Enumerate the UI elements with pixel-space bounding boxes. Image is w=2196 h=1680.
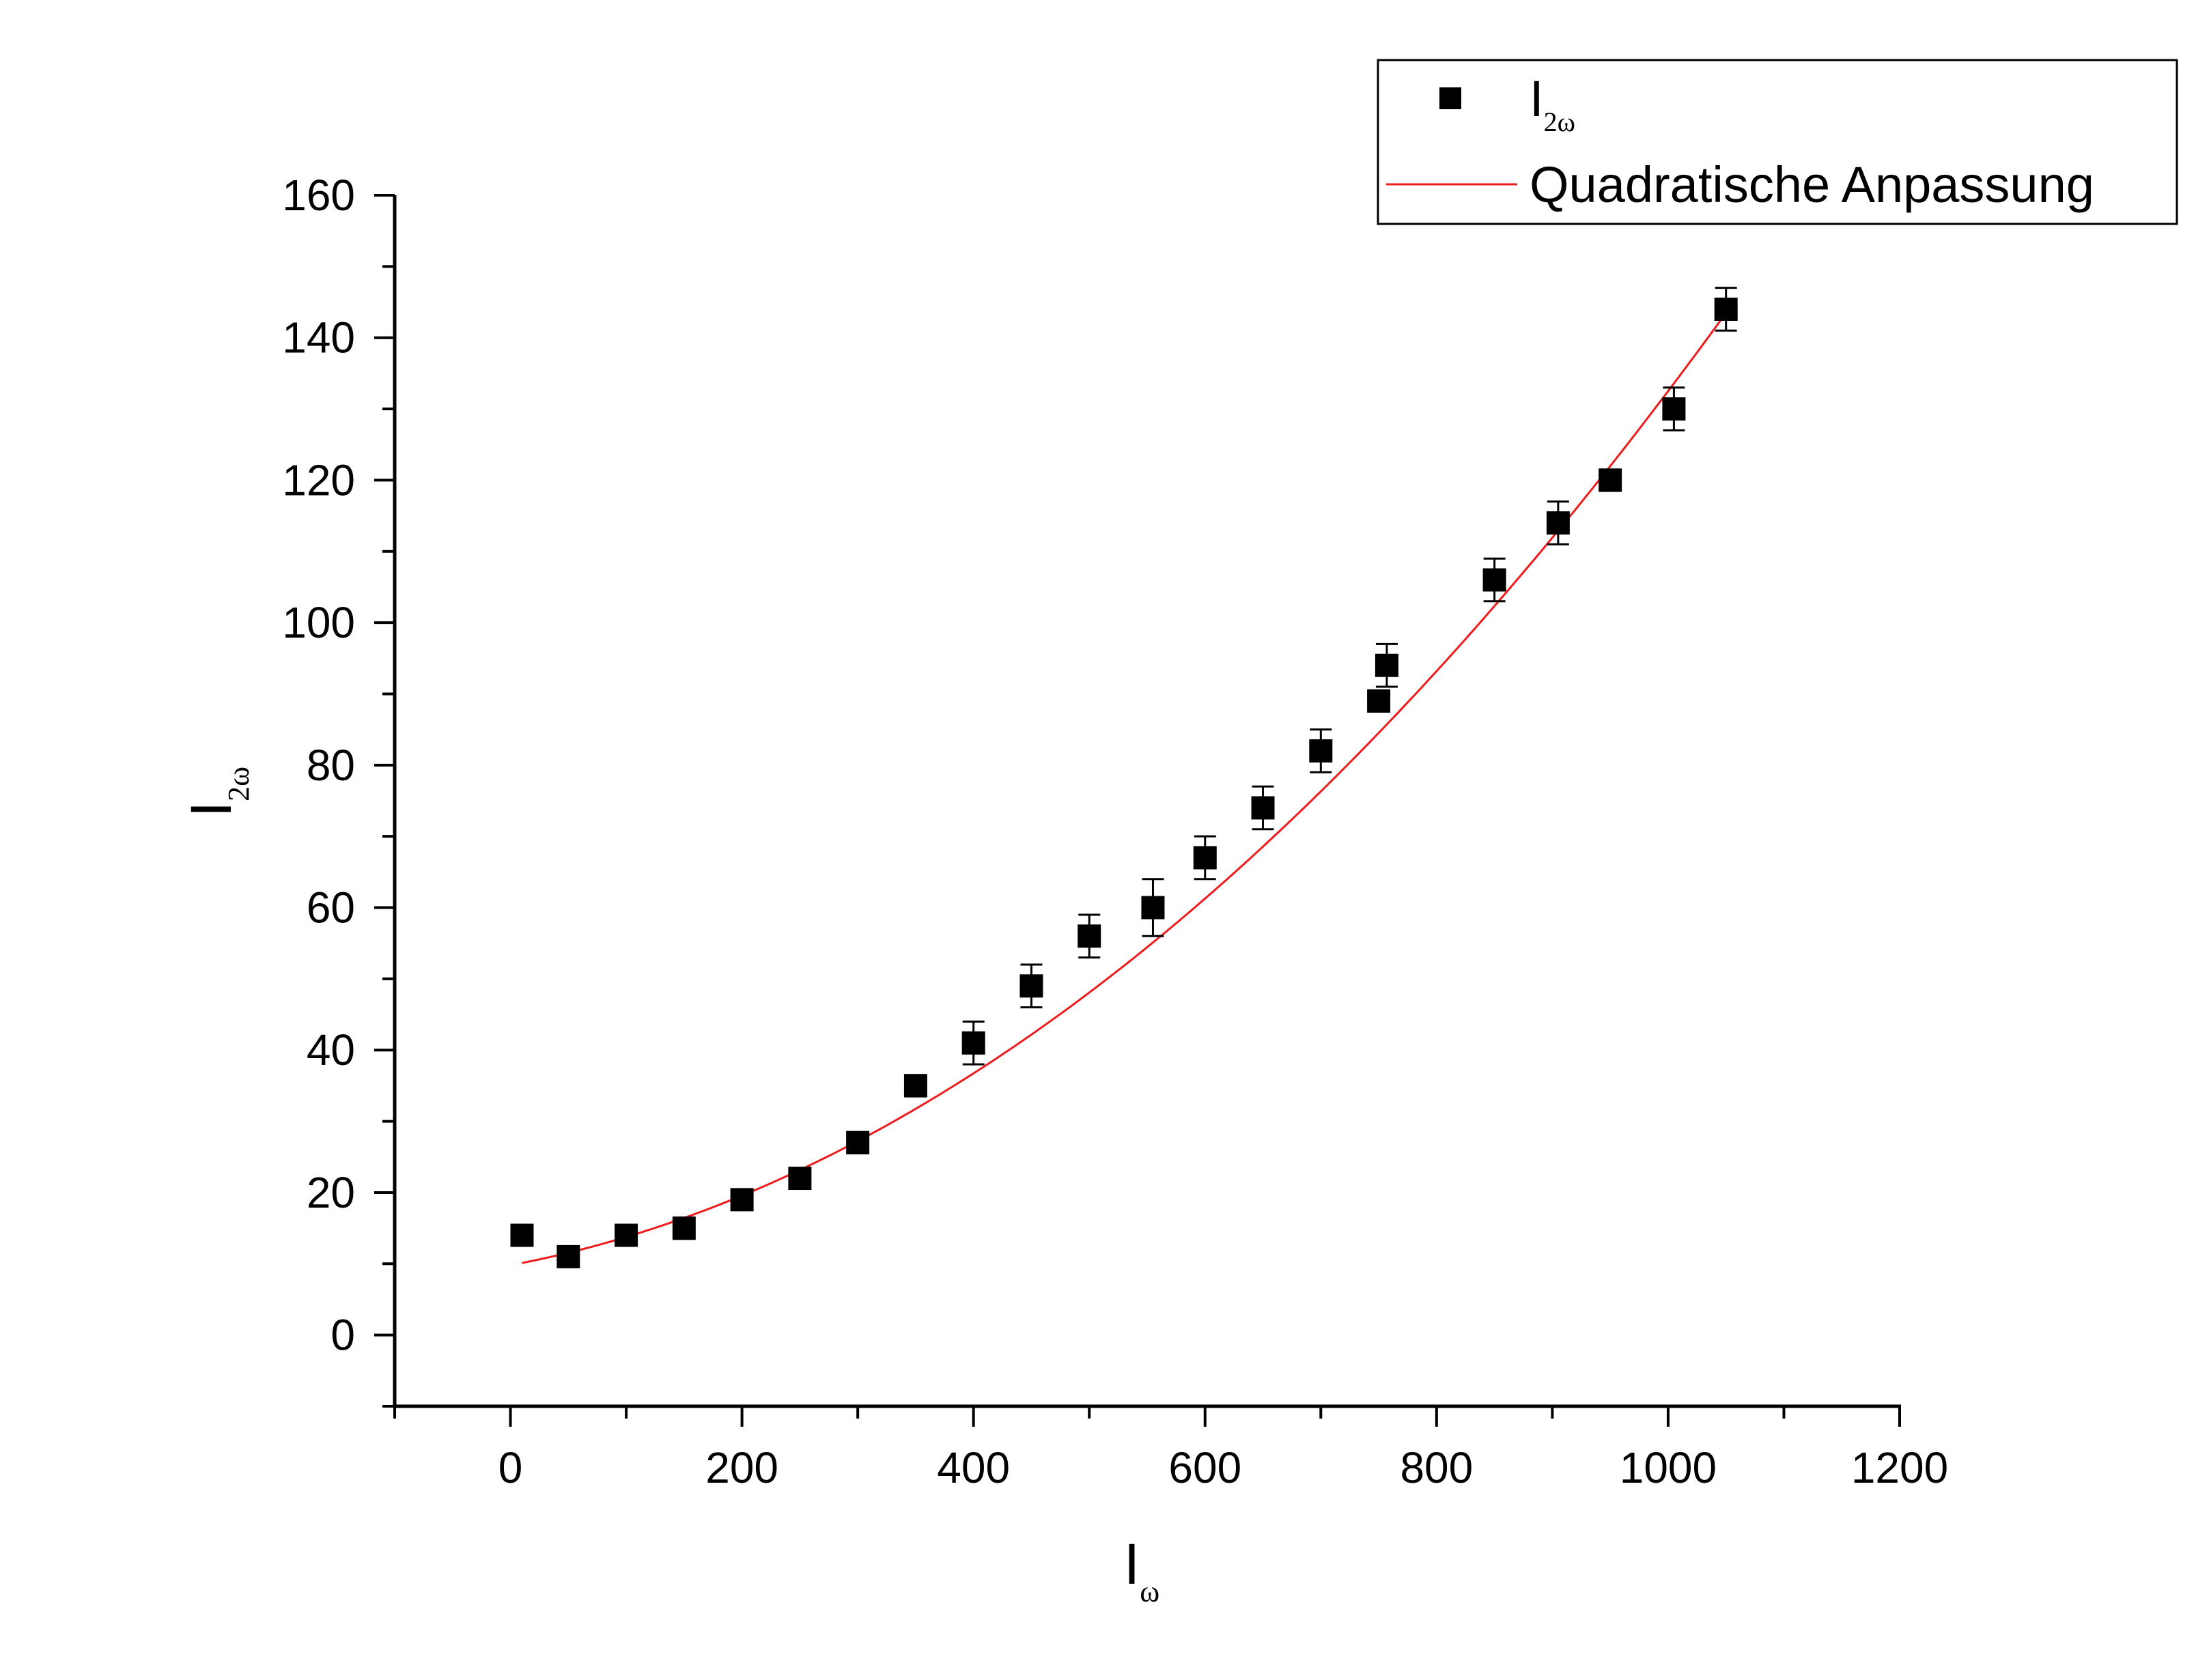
- data-point: [1547, 511, 1570, 535]
- data-point: [1252, 796, 1275, 819]
- data-point-group: [1547, 502, 1570, 545]
- y-tick-label: 80: [307, 741, 355, 790]
- data-point: [557, 1245, 580, 1268]
- data-point-group: [904, 1074, 927, 1097]
- y-axis-title: I2ω: [179, 767, 255, 817]
- data-point: [1141, 896, 1164, 920]
- y-tick-label: 100: [282, 598, 355, 647]
- data-point: [615, 1224, 638, 1247]
- data-point: [1599, 468, 1622, 492]
- data-point-group: [615, 1224, 638, 1247]
- data-point: [1483, 569, 1506, 592]
- data-point: [510, 1224, 533, 1247]
- data-point-group: [1078, 915, 1101, 958]
- x-tick-label: 200: [705, 1443, 778, 1492]
- x-axis-title-main: I: [1124, 1532, 1140, 1596]
- data-point: [1194, 846, 1217, 869]
- y-tick-label: 160: [282, 171, 355, 220]
- y-tick-label: 60: [307, 883, 355, 932]
- data-point: [731, 1188, 754, 1211]
- x-tick-label: 1200: [1851, 1443, 1948, 1492]
- x-tick-label: 0: [498, 1443, 523, 1492]
- data-point-group: [1194, 836, 1217, 879]
- data-points: [510, 288, 1737, 1268]
- data-point: [1662, 397, 1685, 421]
- y-tick-label: 120: [282, 455, 355, 504]
- data-point: [904, 1074, 927, 1097]
- data-point-group: [1141, 879, 1164, 936]
- y-tick-label: 140: [282, 313, 355, 362]
- data-point-group: [1375, 644, 1398, 687]
- data-point-group: [1599, 468, 1622, 492]
- data-point-group: [1252, 786, 1275, 829]
- data-point-group: [673, 1216, 696, 1240]
- data-point-group: [510, 1224, 533, 1247]
- x-tick-label: 600: [1168, 1443, 1241, 1492]
- x-tick-label: 1000: [1620, 1443, 1717, 1492]
- x-axis-title-sub: ω: [1140, 1575, 1159, 1608]
- data-point-group: [788, 1167, 811, 1190]
- data-point-group: [1367, 689, 1390, 713]
- x-tick-label: 800: [1400, 1443, 1473, 1492]
- data-point: [1375, 654, 1398, 677]
- data-point-group: [962, 1021, 985, 1064]
- y-tick-label: 0: [330, 1311, 355, 1360]
- legend-label-points-main: I: [1530, 70, 1544, 127]
- y-axis-title-sub: 2ω: [222, 767, 255, 801]
- data-point: [1309, 739, 1332, 763]
- data-point-group: [557, 1245, 580, 1268]
- x-axis-title: Iω: [1124, 1532, 1159, 1608]
- data-point: [1078, 924, 1101, 948]
- data-point-group: [731, 1188, 754, 1211]
- data-point-group: [846, 1131, 869, 1154]
- data-point-group: [1483, 558, 1506, 601]
- data-point: [846, 1131, 869, 1154]
- data-point: [1019, 974, 1043, 997]
- legend-label-points-sub: 2ω: [1544, 106, 1575, 137]
- legend-label-fit: Quadratische Anpassung: [1530, 156, 2094, 213]
- fit-line-layer: [522, 313, 1726, 1263]
- axes: 0 200 400 600 800 1000 1200 0 20 40 60 80 100 120 140 1…: [282, 171, 1948, 1492]
- data-point: [673, 1216, 696, 1240]
- y-tick-label: 40: [307, 1025, 355, 1074]
- y-axis-title-main: I: [179, 801, 243, 817]
- data-point: [962, 1031, 985, 1055]
- data-point-group: [1019, 965, 1043, 1008]
- data-point-group: [1309, 730, 1332, 773]
- legend: I2ω Quadratische Anpassung: [1378, 60, 2177, 224]
- legend-marker-square: [1439, 87, 1461, 109]
- data-point: [1367, 689, 1390, 713]
- data-point: [1715, 298, 1738, 321]
- fit-line: [522, 313, 1726, 1263]
- data-point: [788, 1167, 811, 1190]
- y-tick-label: 20: [307, 1168, 355, 1217]
- x-tick-label: 400: [937, 1443, 1010, 1492]
